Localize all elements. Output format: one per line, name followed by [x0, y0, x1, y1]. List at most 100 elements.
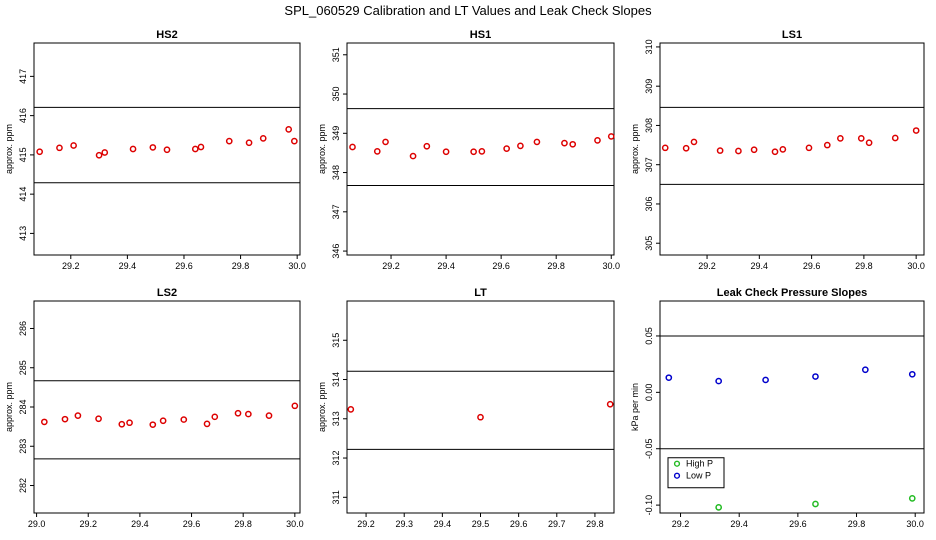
chart-4-xtick-label-3: 29.5 — [472, 519, 490, 529]
chart-0-ytick-label-0: 413 — [18, 226, 28, 241]
chart-4-ytick-label-1: 312 — [331, 451, 341, 466]
chart-3-series-0-point-11 — [234, 409, 242, 417]
chart-2-xtick-label-4: 30.0 — [907, 261, 925, 271]
chart-1-series-0-point-1 — [373, 148, 381, 155]
chart-5-ytick-label-3: 0.05 — [644, 327, 654, 345]
chart-2-xtick-label-2: 29.6 — [803, 261, 821, 271]
chart-4-series-0-point-2 — [606, 400, 614, 408]
chart-1-series-0-point-0 — [349, 143, 356, 151]
chart-0-series-0-point-3 — [95, 151, 103, 159]
chart-5-series-1-point-0 — [665, 374, 673, 382]
chart-3-series-0-point-0 — [40, 418, 48, 426]
panel-hs2: HS2 29.2 29.4 29.6 29.8 30.0 413 414 415 416 417 ap… — [4, 29, 306, 271]
chart-0-series-0-point-7 — [163, 146, 171, 154]
chart-3-series-0-point-4 — [118, 420, 126, 428]
panel-lt: LT 29.2 29.3 29.4 29.5 29.6 29.7 29.8 311 312 313 3… — [317, 287, 615, 529]
chart-2-series-0-point-14 — [912, 127, 920, 134]
chart-0-series-0-point-9 — [197, 143, 205, 151]
chart-3-series-0-point-1 — [61, 415, 69, 423]
chart-0-ylabel: approx. ppm — [4, 124, 14, 174]
chart-5-legend-marker-1 — [673, 472, 681, 479]
chart-0-xtick-label-0: 29.2 — [62, 261, 80, 271]
chart-5-series-1-point-2 — [762, 376, 769, 384]
chart-2-series-0-point-5 — [750, 146, 758, 154]
chart-2-ytick-label-2: 307 — [644, 157, 654, 172]
chart-2-series-0-point-0 — [661, 144, 669, 152]
chart-0-xtick-label-2: 29.6 — [175, 261, 193, 271]
chart-1-ytick-label-5: 351 — [331, 47, 341, 62]
chart-0-xtick-label-4: 30.0 — [288, 261, 306, 271]
chart-1-series-0-point-9 — [517, 142, 524, 150]
chart-1-series-0-point-13 — [594, 137, 601, 144]
chart-1-ytick-label-4: 350 — [331, 87, 341, 102]
chart-2-xtick-label-1: 29.4 — [751, 261, 769, 271]
chart-3-xtick-label-1: 29.2 — [79, 519, 97, 529]
chart-2-ytick-label-4: 309 — [644, 79, 654, 94]
chart-2-series-0-point-10 — [837, 135, 844, 142]
chart-1-ytick-label-0: 346 — [331, 244, 341, 259]
chart-1-xtick-label-0: 29.2 — [382, 261, 400, 271]
chart-2-series-0-point-1 — [682, 144, 690, 152]
chart-4-xtick-label-6: 29.8 — [586, 519, 604, 529]
page-title: SPL_060529 Calibration and LT Values and… — [284, 3, 652, 18]
chart-1-series-0-point-14 — [607, 133, 615, 140]
chart-0-series-0-point-1 — [56, 144, 63, 152]
chart-0-xtick-label-3: 29.8 — [232, 261, 250, 271]
chart-5-ytick-label-2: 0.00 — [644, 384, 654, 402]
chart-5-title: Leak Check Pressure Slopes — [717, 287, 867, 299]
chart-5-xtick-label-0: 29.2 — [672, 519, 690, 529]
chart-4-series-0-point-1 — [477, 413, 484, 421]
chart-0-series-0-point-5 — [129, 145, 137, 153]
chart-2-series-0-point-7 — [779, 146, 787, 153]
chart-3-xtick-label-3: 29.6 — [183, 519, 201, 529]
panel-ls1: LS1 29.2 29.4 29.6 29.8 30.0 305 306 307 308 309 31… — [630, 29, 925, 271]
chart-5-legend-label-1: Low P — [686, 471, 711, 481]
chart-4-xtick-label-0: 29.2 — [357, 519, 375, 529]
chart-3-title: LS2 — [157, 287, 177, 299]
chart-1-series-0-point-5 — [442, 148, 450, 156]
chart-1-xtick-label-2: 29.6 — [492, 261, 510, 271]
chart-3-ytick-label-4: 286 — [18, 321, 28, 336]
chart-2-title: LS1 — [782, 29, 802, 41]
chart-3-series-0-point-12 — [244, 410, 252, 418]
chart-3-series-0-point-14 — [291, 402, 299, 410]
chart-0-series-0-point-12 — [259, 135, 267, 142]
chart-0-series-0-point-0 — [36, 148, 44, 156]
chart-2-series-0-point-9 — [823, 141, 831, 149]
chart-4-ytick-label-4: 315 — [331, 333, 341, 348]
chart-0-ytick-label-3: 416 — [18, 108, 28, 123]
chart-3-xtick-label-2: 29.4 — [131, 519, 149, 529]
chart-1-series-0-point-11 — [561, 139, 568, 147]
chart-4-xtick-label-1: 29.3 — [395, 519, 413, 529]
chart-5-xtick-label-3: 29.8 — [848, 519, 866, 529]
chart-2-ytick-label-0: 305 — [644, 236, 654, 251]
chart-0-series-0-point-11 — [245, 139, 253, 147]
chart-2-ytick-label-5: 310 — [644, 39, 654, 54]
chart-2-ytick-label-3: 308 — [644, 118, 654, 133]
chart-1-title: HS1 — [470, 29, 491, 41]
chart-1-xtick-label-4: 30.0 — [602, 261, 620, 271]
chart-0-ytick-label-4: 417 — [18, 69, 28, 84]
chart-5-xtick-label-2: 29.6 — [789, 519, 807, 529]
chart-5-xtick-label-4: 30.0 — [906, 519, 924, 529]
chart-1-series-0-point-2 — [382, 138, 389, 146]
chart-3-ytick-label-3: 285 — [18, 360, 28, 375]
chart-3-series-0-point-13 — [265, 412, 273, 419]
chart-1-series-0-point-3 — [409, 152, 417, 160]
chart-5-series-1-point-1 — [715, 377, 723, 385]
chart-5-legend-marker-0 — [673, 460, 681, 467]
chart-2-ytick-label-1: 306 — [644, 196, 654, 211]
chart-0-ytick-label-1: 414 — [18, 187, 28, 202]
chart-3-series-0-point-7 — [159, 417, 167, 425]
chart-5-ylabel: kPa per min — [630, 383, 640, 431]
chart-3-series-0-point-8 — [180, 416, 188, 423]
chart-1-ytick-label-2: 348 — [331, 165, 341, 180]
chart-0-series-0-point-10 — [225, 137, 233, 145]
chart-5-series-0-point-0 — [715, 504, 723, 511]
chart-5-series-1-point-5 — [908, 370, 916, 378]
chart-2-series-0-point-4 — [735, 147, 742, 155]
chart-0-series-0-point-8 — [191, 145, 199, 153]
chart-3-xtick-label-0: 29.0 — [28, 519, 46, 529]
chart-1-series-0-point-6 — [470, 148, 477, 156]
